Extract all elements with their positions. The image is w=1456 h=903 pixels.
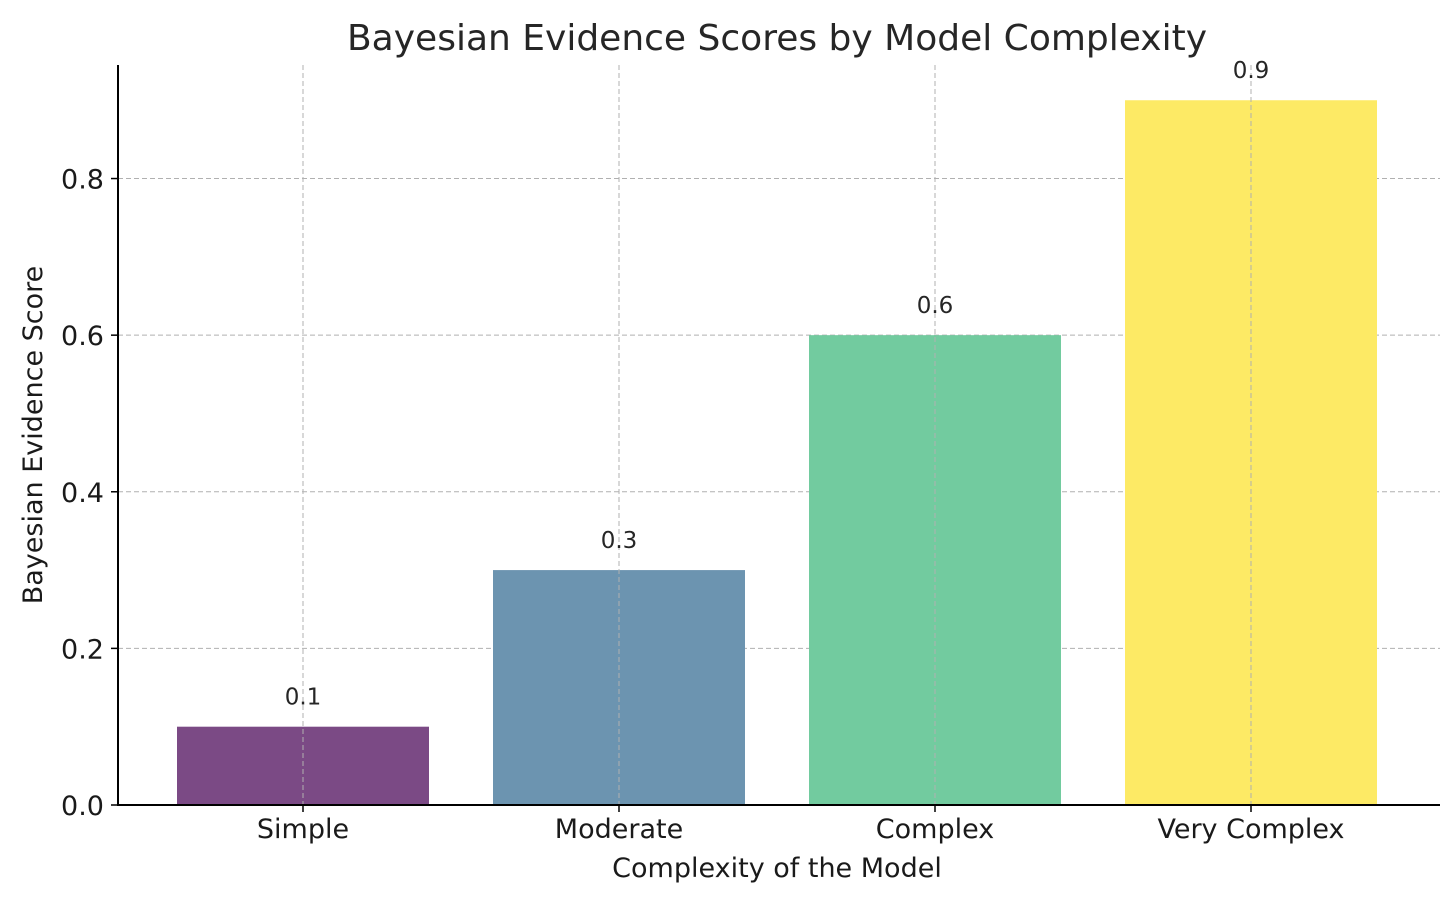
data-label: 0.3 — [601, 528, 638, 554]
y-tick-label: 0.2 — [61, 634, 104, 665]
label-layer: 0.0 0.2 0.4 0.6 0.8 Simple Moderate Complex Very… — [61, 58, 1345, 845]
y-tick-label: 0.8 — [61, 165, 104, 196]
data-label: 0.1 — [285, 685, 322, 711]
data-label: 0.6 — [917, 293, 954, 319]
grid-layer — [118, 178, 1440, 649]
x-tick-label: Moderate — [555, 814, 683, 845]
y-tick-label: 0.6 — [61, 321, 104, 352]
x-tick-label: Simple — [257, 814, 349, 845]
y-axis-label: Bayesian Evidence Score — [18, 266, 49, 605]
chart-title: Bayesian Evidence Scores by Model Comple… — [347, 18, 1207, 59]
x-tick-label: Very Complex — [1157, 814, 1344, 845]
data-label: 0.9 — [1233, 58, 1270, 84]
x-tick-label: Complex — [876, 814, 994, 845]
y-tick-label: 0.0 — [61, 791, 104, 822]
axis-layer — [111, 65, 1440, 812]
bar-layer — [177, 65, 1377, 805]
y-tick-label: 0.4 — [61, 478, 104, 509]
x-axis-label: Complexity of the Model — [612, 853, 942, 884]
